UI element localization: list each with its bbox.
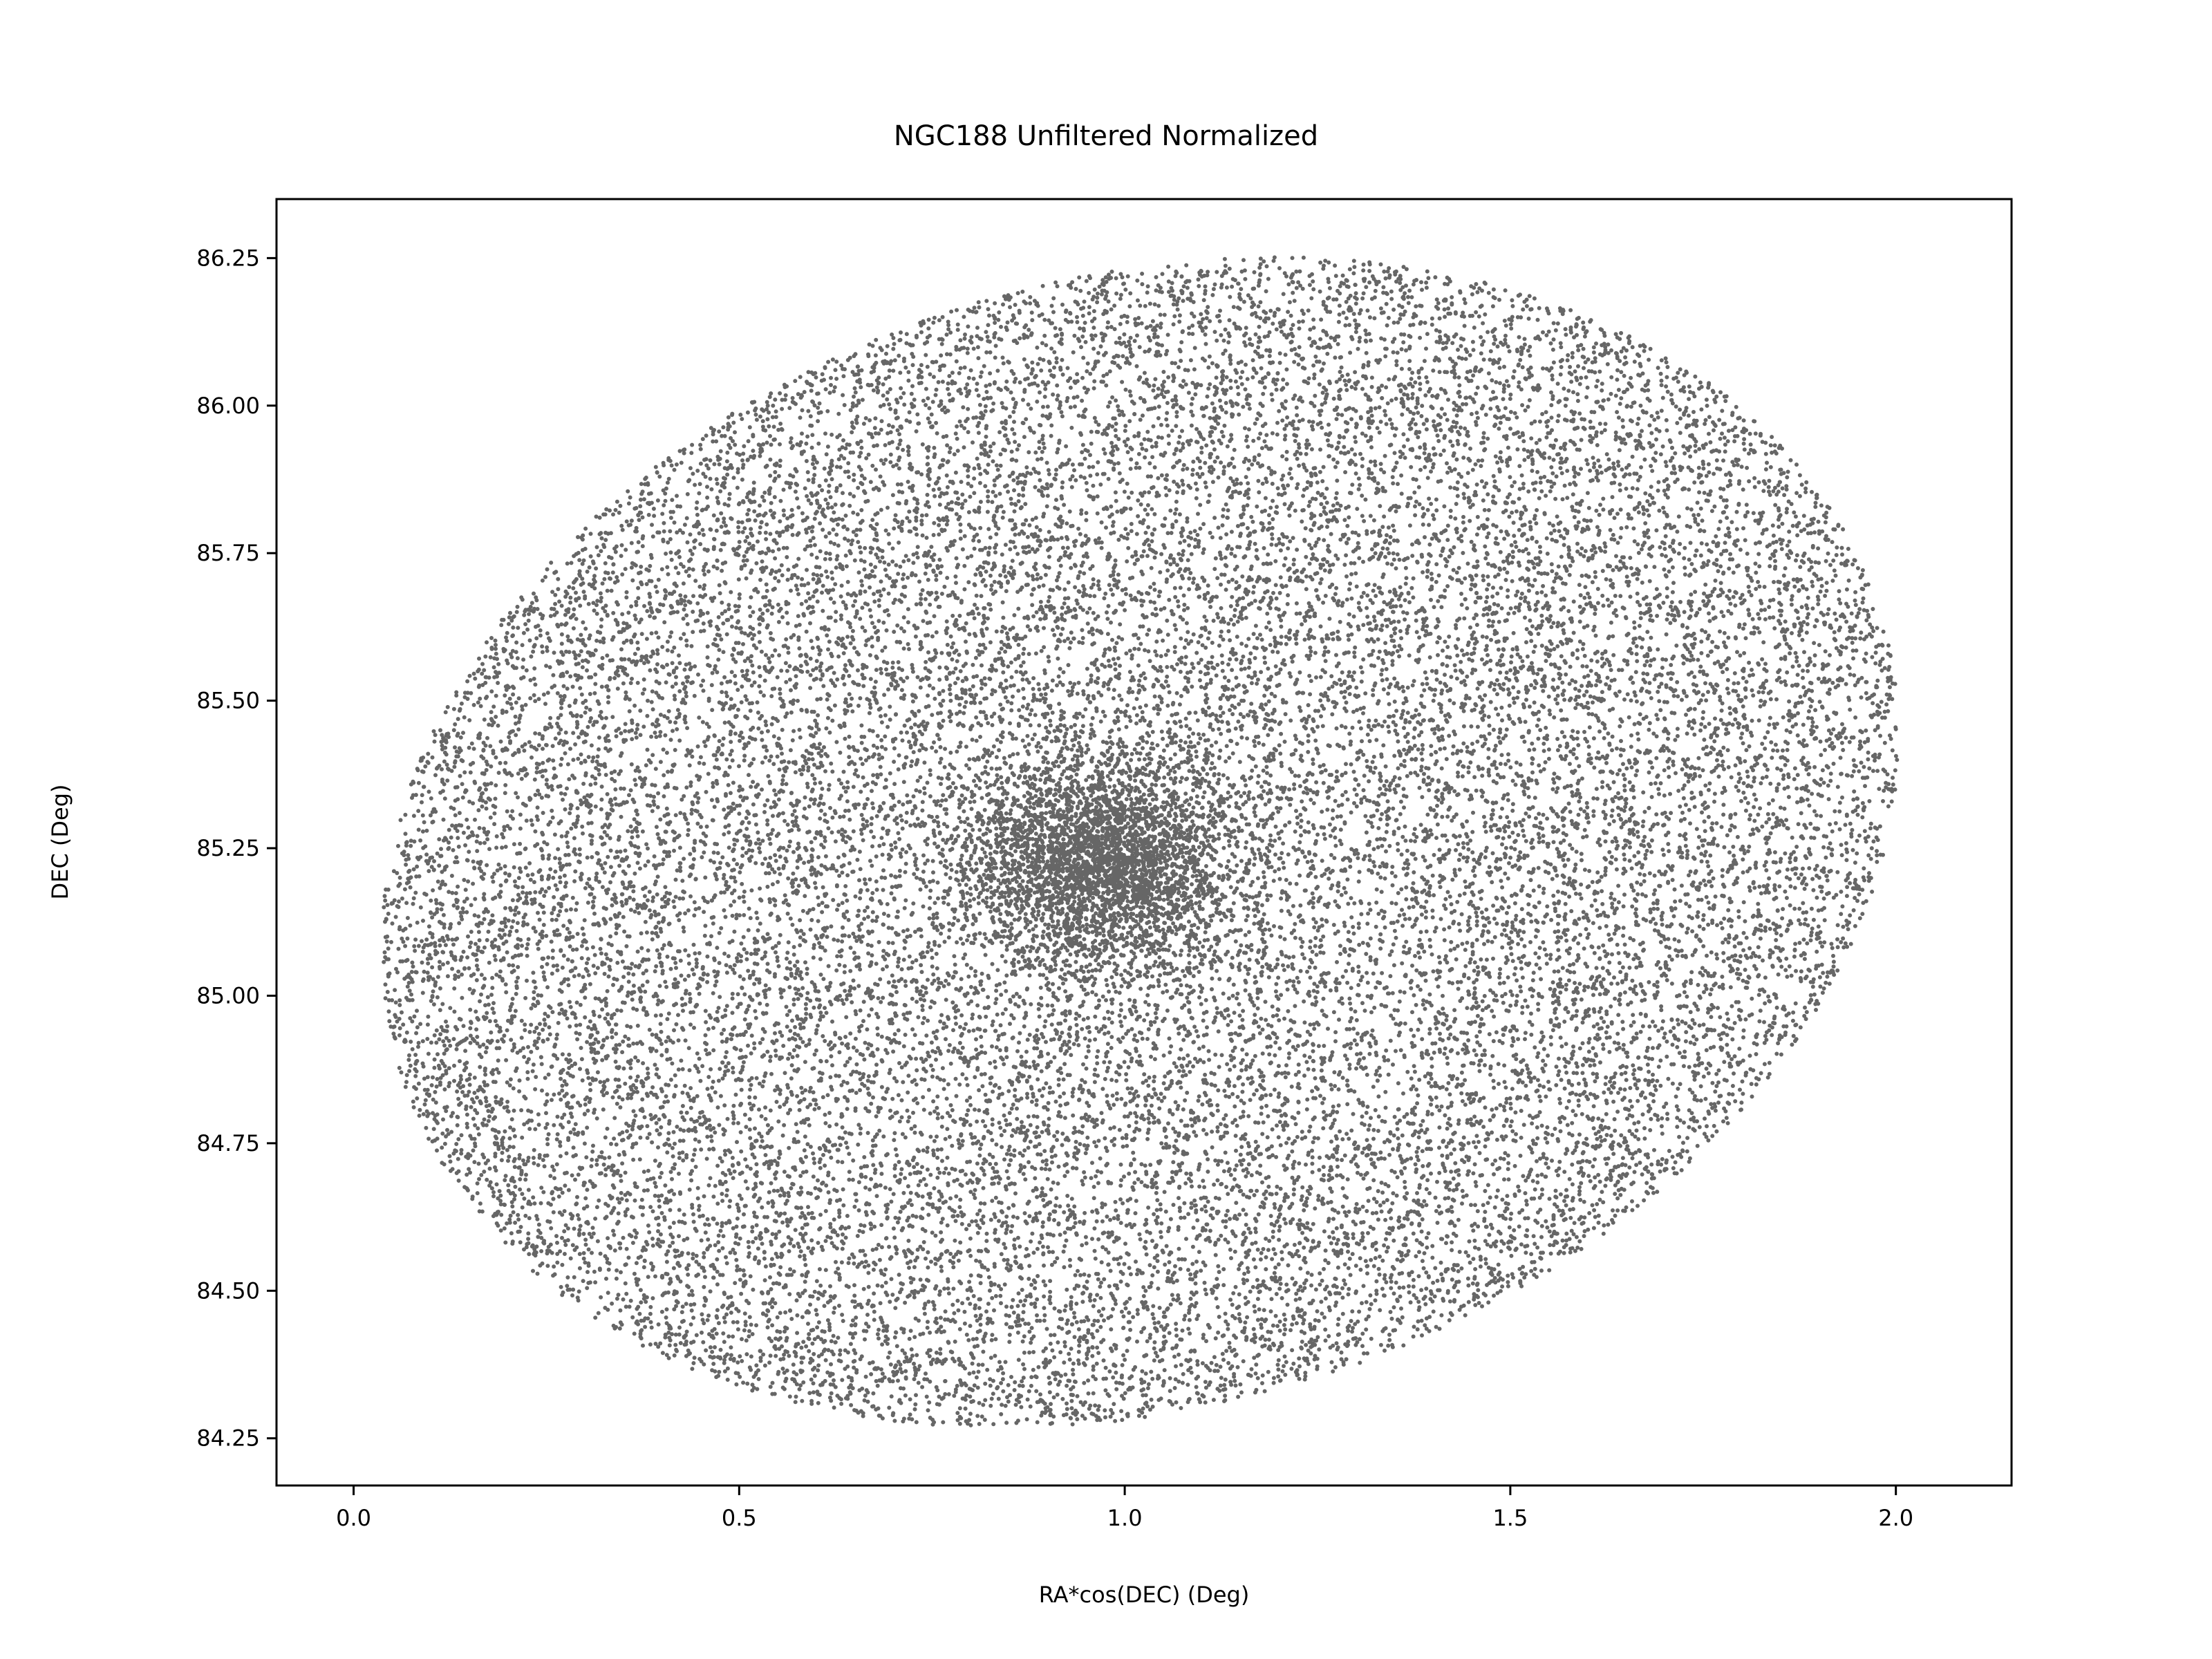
- data-points: [382, 255, 1900, 1427]
- y-axis-ticks: 84.25 84.50 84.75 85.00 85.25 85.50 85.75 86.00…: [196, 245, 276, 1452]
- y-tick-label: 86.00: [196, 393, 260, 419]
- scatter-point-group: [382, 259, 1898, 1416]
- scatter-point-group: [384, 259, 1895, 1427]
- y-tick-label: 85.75: [196, 540, 260, 566]
- y-tick-label: 85.00: [196, 982, 260, 1009]
- x-tick-label: 2.0: [1878, 1505, 1913, 1531]
- y-tick-label: 85.25: [196, 835, 260, 861]
- x-tick-label: 0.0: [336, 1505, 371, 1531]
- scatter-point-group: [382, 258, 1886, 1425]
- y-tick-label: 84.25: [196, 1425, 260, 1452]
- scatter-point-group: [900, 707, 1344, 1021]
- scatter-point-group: [391, 259, 1897, 1427]
- chart-title: NGC188 Unfiltered Normalized: [894, 120, 1318, 152]
- x-tick-label: 0.5: [722, 1505, 757, 1531]
- y-tick-label: 85.50: [196, 688, 260, 714]
- y-tick-label: 84.75: [196, 1130, 260, 1156]
- y-axis-label: DEC (Deg): [47, 785, 73, 900]
- plot-area-frame: [275, 198, 2013, 1487]
- y-tick-label: 84.50: [196, 1277, 260, 1304]
- x-axis-ticks: 0.0 0.5 1.0 1.5 2.0: [336, 1485, 1913, 1531]
- x-tick-label: 1.0: [1107, 1505, 1143, 1531]
- y-tick-label: 86.25: [196, 245, 260, 271]
- x-axis-label: RA*cos(DEC) (Deg): [1039, 1582, 1250, 1608]
- x-tick-label: 1.5: [1492, 1505, 1528, 1531]
- scatter-point-group: [386, 256, 1898, 1412]
